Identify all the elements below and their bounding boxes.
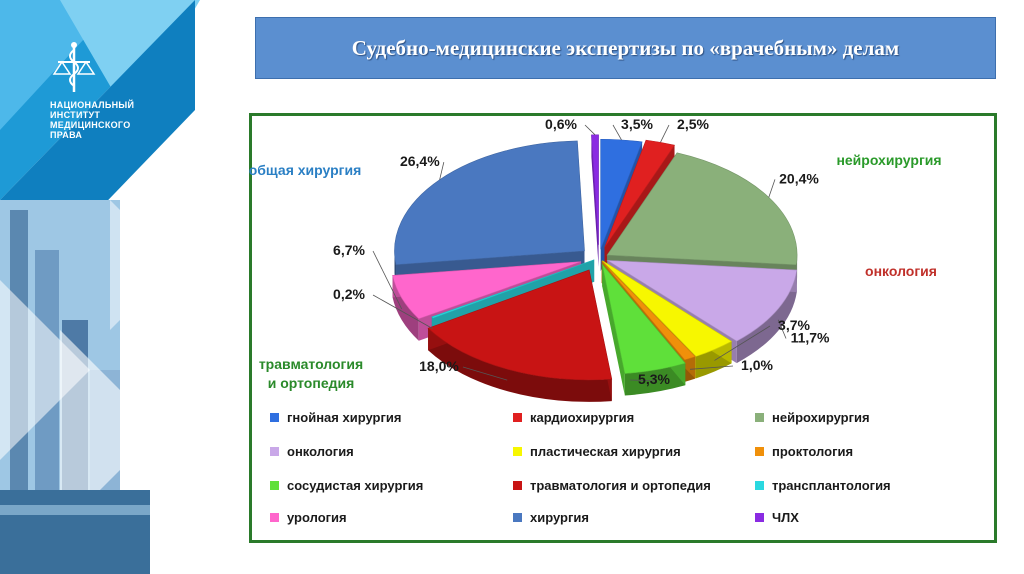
data-label: 3,5%	[621, 116, 653, 132]
title-banner: Судебно-медицинские экспертизы по «враче…	[255, 17, 996, 79]
logo-icon	[52, 42, 96, 92]
legend-item: кардиохирургия	[513, 410, 634, 425]
category-annotation: травматология	[259, 356, 363, 372]
legend-swatch	[513, 447, 522, 456]
data-label: 0,6%	[545, 116, 577, 132]
label-leader-line	[439, 162, 445, 180]
data-label: 6,7%	[333, 242, 365, 258]
data-label: 0,2%	[333, 286, 365, 302]
legend-swatch	[755, 447, 764, 456]
legend-item: нейрохирургия	[755, 410, 870, 425]
label-leader-line	[689, 365, 734, 370]
legend-item: трансплантология	[755, 478, 891, 493]
pie-slice-12	[591, 134, 599, 245]
legend-item: ЧЛХ	[755, 510, 799, 525]
logo-line-1: НАЦИОНАЛЬНЫЙ	[50, 100, 135, 110]
pie-slice-4	[606, 260, 798, 342]
label-leader-line	[462, 366, 508, 381]
pie-slice-9	[431, 259, 595, 319]
legend-item: онкология	[270, 444, 354, 459]
legend-swatch	[513, 481, 522, 490]
pie-slice-edge	[602, 264, 625, 396]
data-label: 20,4%	[779, 170, 819, 186]
pie-slice-edge	[591, 134, 599, 267]
category-annotation: общая хирургия	[249, 162, 361, 178]
legend-item: травматология и ортопедия	[513, 478, 711, 493]
legend-label: ЧЛХ	[772, 510, 799, 525]
legend-swatch	[270, 413, 279, 422]
data-label: 5,3%	[638, 371, 670, 387]
label-leader-line	[768, 179, 776, 198]
pie-slice-10	[392, 261, 582, 320]
legend-swatch	[755, 413, 764, 422]
legend-label: хирургия	[530, 510, 589, 525]
pie-slice-side-12	[591, 134, 599, 267]
legend-item: урология	[270, 510, 347, 525]
logo-text: НАЦИОНАЛЬНЫЙ ИНСТИТУТ МЕДИЦИНСКОГО ПРАВА	[50, 100, 170, 140]
legend-label: сосудистая хирургия	[287, 478, 424, 493]
legend-item: гнойная хирургия	[270, 410, 401, 425]
legend-item: проктология	[755, 444, 853, 459]
legend-label: урология	[287, 510, 347, 525]
pie-slice-wall	[736, 270, 797, 364]
data-label: 3,7%	[778, 317, 810, 333]
pie-slice-6	[601, 260, 696, 361]
legend-label: гнойная хирургия	[287, 410, 402, 425]
pie-slice-11	[394, 140, 585, 265]
legend-label: онкология	[287, 444, 354, 459]
legend-swatch	[270, 447, 279, 456]
pie-slice-8	[427, 269, 613, 381]
label-leader-line	[372, 250, 403, 310]
logo-line-2: ИНСТИТУТ	[50, 110, 101, 120]
data-label: 26,4%	[400, 153, 440, 169]
legend-label: травматология и ортопедия	[530, 478, 711, 493]
pie-chart: 3,5% 2,5% 20,4% 11,7%3,7% 1,0% 5,3% 18,0% 0,2% 6…	[249, 116, 942, 402]
label-leader-line	[629, 379, 656, 382]
logo-line-3: МЕДИЦИНСКОГО	[50, 120, 131, 130]
legend-label: нейрохирургия	[772, 410, 870, 425]
category-annotation: онкология	[865, 263, 937, 279]
legend-swatch	[513, 513, 522, 522]
data-label: 11,7%	[791, 329, 830, 345]
label-leader-line	[714, 325, 771, 361]
pie-slice-wall	[392, 275, 419, 341]
category-annotation: нейрохирургия	[836, 152, 941, 168]
label-leader-line	[777, 319, 787, 339]
label-leader-line	[660, 124, 670, 143]
label-leader-line	[584, 124, 596, 136]
legend-item: хирургия	[513, 510, 589, 525]
legend-item: сосудистая хирургия	[270, 478, 423, 493]
legend-swatch	[513, 413, 522, 422]
data-label: 2,5%	[677, 116, 709, 132]
pie-slice-2	[604, 139, 676, 248]
legend-label: проктология	[772, 444, 854, 459]
slide-title: Судебно-медицинские экспертизы по «враче…	[351, 35, 900, 60]
label-leader-line	[612, 124, 622, 141]
label-leader-line	[372, 294, 433, 329]
legend-label: трансплантология	[772, 478, 891, 493]
legend-swatch	[755, 481, 764, 490]
sidebar-decoration	[0, 0, 240, 574]
legend-label: кардиохирургия	[530, 410, 635, 425]
data-label: 1,0%	[741, 357, 773, 373]
legend-item: пластическая хирургия	[513, 444, 681, 459]
data-label: 18,0%	[419, 358, 459, 374]
legend-swatch	[270, 481, 279, 490]
logo-line-4: ПРАВА	[50, 130, 83, 140]
category-annotation: и ортопедия	[268, 375, 355, 391]
legend-swatch	[270, 513, 279, 522]
pie-slice-wall	[624, 363, 686, 396]
pie-slice-7	[601, 264, 686, 374]
legend-swatch	[755, 513, 764, 522]
pie-slice-wall	[428, 328, 612, 402]
pie-slice-5	[602, 260, 733, 357]
legend-label: пластическая хирургия	[530, 444, 681, 459]
